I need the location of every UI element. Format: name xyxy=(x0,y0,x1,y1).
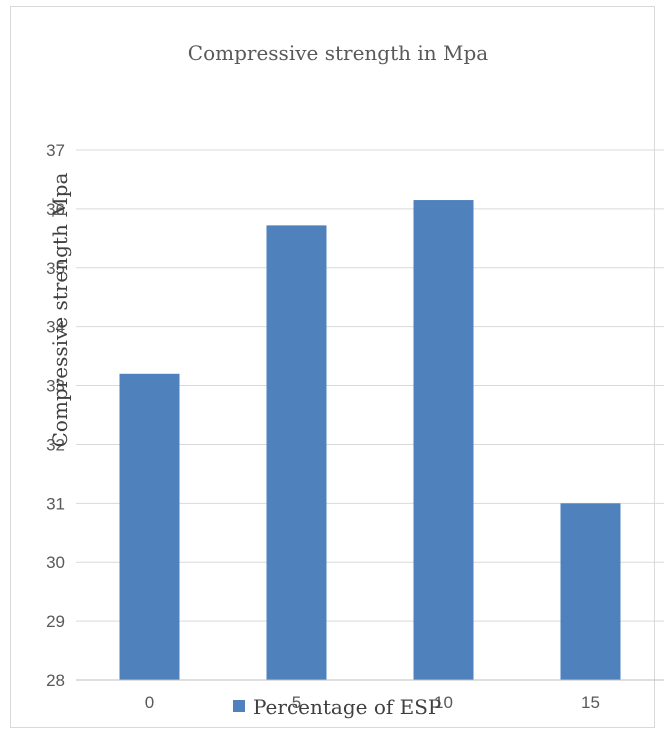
x-tick-label: 15 xyxy=(581,693,600,712)
bar-10 xyxy=(414,200,474,680)
y-tick-label: 30 xyxy=(46,553,65,572)
chart-title: Compressive strength in Mpa xyxy=(188,41,488,65)
y-tick-label: 31 xyxy=(46,494,65,513)
x-tick-label: 0 xyxy=(145,693,154,712)
y-tick-label: 29 xyxy=(46,612,65,631)
legend-swatch xyxy=(233,700,245,712)
y-axis-label: Compressive strength Mpa xyxy=(48,173,72,448)
legend: Percentage of ESP xyxy=(233,695,441,719)
bars xyxy=(120,200,621,680)
bar-15 xyxy=(561,503,621,680)
bar-5 xyxy=(267,225,327,680)
y-tick-label: 37 xyxy=(46,141,65,160)
bar-0 xyxy=(120,374,180,680)
legend-series-label: Percentage of ESP xyxy=(253,695,441,719)
y-tick-label: 28 xyxy=(46,671,65,690)
